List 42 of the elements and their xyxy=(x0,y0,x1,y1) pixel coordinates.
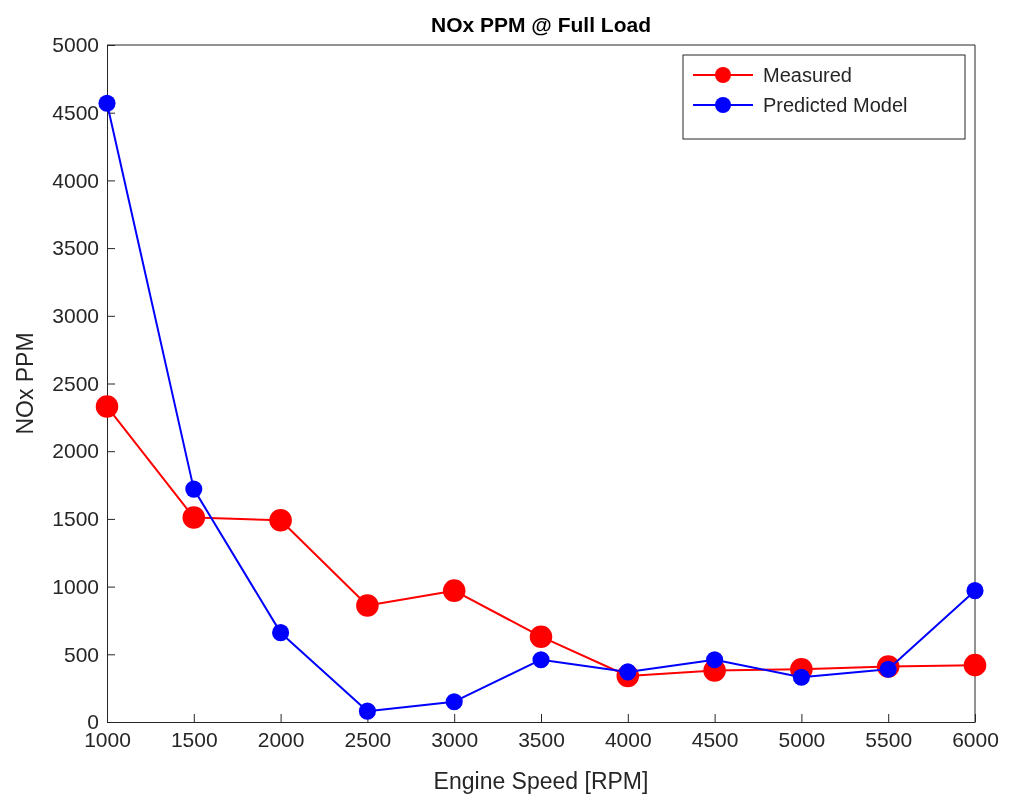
y-tick-label: 1500 xyxy=(52,507,99,531)
legend-label: Measured xyxy=(763,64,852,86)
point xyxy=(98,94,116,112)
point xyxy=(706,651,724,669)
x-tick-label: 3500 xyxy=(518,727,565,751)
x-tick-label: 5000 xyxy=(778,727,826,751)
point xyxy=(792,668,810,686)
y-tick-label: 2000 xyxy=(52,439,99,463)
point xyxy=(272,624,290,642)
point xyxy=(966,582,984,600)
x-tick-label: 4000 xyxy=(604,727,652,751)
y-tick-label: 1000 xyxy=(52,574,99,598)
point xyxy=(95,395,119,418)
point xyxy=(532,651,550,669)
y-tick-label: 500 xyxy=(63,642,99,666)
point xyxy=(269,508,292,532)
x-tick-label: 6000 xyxy=(952,727,999,751)
x-tick-label: 2000 xyxy=(257,727,305,751)
x-tick-label: 2500 xyxy=(344,727,392,751)
point xyxy=(182,506,206,529)
point xyxy=(529,625,553,648)
x-tick-label: 3000 xyxy=(431,727,479,751)
x-tick-label: 4500 xyxy=(691,727,739,751)
x-tick-label: 1500 xyxy=(170,727,218,751)
point xyxy=(358,702,376,720)
y-tick-label: 4000 xyxy=(52,168,99,192)
y-tick-label: 2500 xyxy=(52,371,99,395)
legend-label: Predicted Model xyxy=(763,94,908,116)
x-tick-label: 5500 xyxy=(865,727,913,751)
y-axis-title: NOx PPM xyxy=(12,332,38,435)
point xyxy=(442,579,466,602)
y-tick-label: 3500 xyxy=(52,236,99,260)
y-tick-label: 4500 xyxy=(52,100,99,124)
point xyxy=(356,594,379,617)
y-tick-label: 5000 xyxy=(52,33,99,57)
y-tick-label: 0 xyxy=(87,710,99,734)
x-axis-title: Engine Speed [RPM] xyxy=(433,768,649,794)
point xyxy=(185,480,203,498)
point xyxy=(963,653,987,677)
point xyxy=(445,693,463,711)
chart-title: NOx PPM @ Full Load xyxy=(431,13,651,36)
y-tick-label: 3000 xyxy=(52,304,99,328)
